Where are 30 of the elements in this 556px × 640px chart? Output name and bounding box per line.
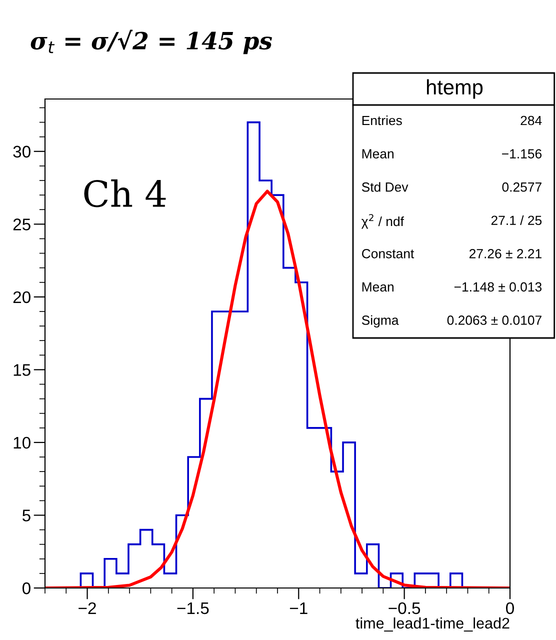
y-tick-label: 5	[22, 510, 30, 522]
x-tick-label: 0	[506, 602, 514, 614]
annotation: Entries	[362, 115, 402, 126]
annotation: Constant	[362, 248, 414, 258]
x-tick-label: −0.5	[388, 602, 420, 614]
annotation: Ch 4	[84, 179, 166, 208]
x-tick-label: −1.5	[177, 602, 209, 614]
annotation: 0.2577	[502, 182, 542, 192]
y-tick-label: 25	[13, 218, 30, 230]
annotation: Sigma	[362, 315, 399, 328]
y-tick-label: 20	[13, 291, 30, 304]
y-tick-label: 0	[22, 582, 30, 594]
text: htemp	[426, 79, 483, 99]
x-tick-label: −2	[78, 602, 96, 614]
y-tick-label: 10	[14, 436, 30, 449]
chart-title: σ$_{t}$ = σ/√2 = 145 ps	[30, 30, 272, 54]
x-axis-title: time_lead1-time_lead2	[356, 617, 510, 632]
annotation: Std Dev	[362, 182, 408, 192]
annotation: −1.148 ± 0.013	[454, 282, 542, 292]
annotation: Mean	[362, 282, 394, 292]
annotation: χ$^{2}$ / ndf	[361, 214, 404, 229]
text: 284	[520, 116, 542, 126]
y-tick-label: 15	[14, 364, 30, 376]
annotation: 27.1 / 25	[491, 215, 542, 226]
y-tick-label: 30	[13, 146, 30, 158]
annotation: 27.26 ± 2.21	[470, 248, 542, 258]
x-tick-label: −1	[290, 602, 308, 614]
annotation: −1.156	[502, 149, 542, 158]
annotation: Mean	[362, 149, 394, 158]
annotation: 0.2063 ± 0.0107	[447, 316, 542, 325]
